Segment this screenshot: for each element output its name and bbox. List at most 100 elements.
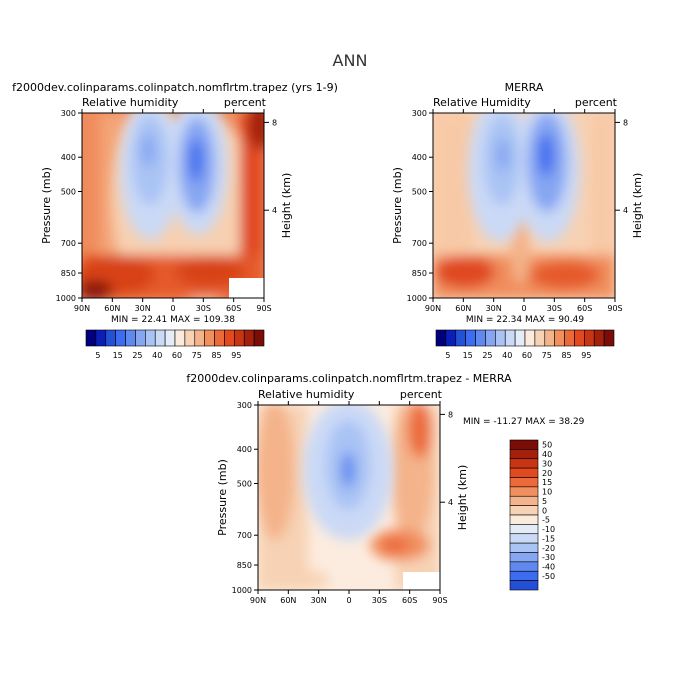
y-tick-label: 300 — [412, 109, 427, 118]
colorbar-swatch — [485, 329, 496, 347]
colorbar-swatch — [509, 580, 539, 591]
colorbar-swatch — [509, 570, 539, 581]
colorbar-swatch — [509, 524, 539, 535]
colorbar-label: 40 — [502, 351, 512, 360]
colorbar-swatch — [95, 329, 107, 347]
colorbar-swatch — [253, 329, 265, 347]
x-tick-label: 30N — [486, 304, 502, 313]
model-right-label: percent — [224, 96, 267, 109]
x-tick-label: 30N — [135, 304, 151, 313]
y-tick-label: 300 — [61, 109, 76, 118]
obs-right-label: percent — [575, 96, 618, 109]
colorbar-swatch — [554, 329, 565, 347]
colorbar-label: -50 — [542, 572, 555, 581]
diff-stats: MIN = -11.27 MAX = 38.29 — [463, 417, 585, 427]
colorbar-swatch — [509, 542, 539, 553]
colorbar-label: 85 — [211, 351, 221, 360]
y-tick-label: 400 — [61, 153, 76, 162]
y-tick-label: 850 — [237, 561, 252, 570]
colorbar-swatch — [509, 486, 539, 497]
colorbar-swatch — [184, 329, 196, 347]
colorbar-label: 5 — [95, 351, 100, 360]
y-tick-label: 850 — [61, 269, 76, 278]
colorbar-swatch — [603, 329, 615, 347]
colorbar-swatch — [174, 329, 186, 347]
y-axis-label: Pressure (mb) — [40, 167, 53, 244]
y-tick-label: 500 — [412, 187, 427, 196]
y2-axis-label: Height (km) — [456, 465, 469, 531]
colorbar-label: -15 — [542, 534, 555, 543]
colorbar-swatch — [224, 329, 235, 347]
colorbar-swatch — [584, 329, 595, 347]
y-tick-label: 400 — [412, 153, 427, 162]
colorbar-label: 5 — [542, 497, 547, 506]
obs-title: MERRA — [505, 81, 544, 94]
x-tick-label: 60N — [280, 596, 296, 605]
x-tick-label: 30N — [311, 596, 327, 605]
y2-tick-label: 8 — [623, 118, 628, 127]
obs-field — [433, 113, 615, 298]
colorbar-label: 60 — [522, 351, 532, 360]
colorbar-swatch — [445, 329, 457, 347]
y2-tick-label: 4 — [272, 206, 277, 215]
y-tick-label: 500 — [237, 479, 252, 488]
colorbar-swatch — [509, 505, 539, 516]
y-tick-label: 850 — [412, 269, 427, 278]
colorbar-swatch — [145, 329, 156, 347]
y2-axis-label: Height (km) — [280, 173, 293, 239]
colorbar-label: 20 — [542, 469, 552, 478]
y-tick-label: 700 — [237, 531, 252, 540]
y2-tick-label: 4 — [623, 206, 628, 215]
x-tick-label: 0 — [346, 596, 351, 605]
colorbar-swatch — [509, 477, 539, 488]
colorbar-label: 40 — [152, 351, 162, 360]
x-tick-label: 30S — [196, 304, 211, 313]
colorbar-swatch — [164, 329, 176, 347]
y-axis-label: Pressure (mb) — [391, 167, 404, 244]
colorbar-swatch — [435, 329, 447, 347]
colorbar-label: 75 — [542, 351, 552, 360]
diff-left-label: Relative humidity — [258, 388, 355, 401]
diff-panel: f2000dev.colinparams.colinpatch.nomflrtm… — [186, 372, 584, 605]
model-field — [82, 113, 264, 298]
y-tick-label: 300 — [237, 401, 252, 410]
x-tick-label: 30S — [547, 304, 562, 313]
x-tick-label: 90S — [607, 304, 622, 313]
colorbar-label: 25 — [482, 351, 492, 360]
y-tick-label: 1000 — [407, 294, 427, 303]
model-left-label: Relative humidity — [82, 96, 179, 109]
x-tick-label: 60S — [402, 596, 417, 605]
x-tick-label: 90N — [74, 304, 90, 313]
colorbar-label: -10 — [542, 525, 555, 534]
colorbar-label: -40 — [542, 563, 555, 572]
colorbar-swatch — [105, 329, 116, 347]
colorbar-swatch — [194, 329, 205, 347]
colorbar-label: -20 — [542, 544, 555, 553]
colorbar-swatch — [125, 329, 136, 347]
colorbar-swatch — [534, 329, 546, 347]
colorbar-swatch — [154, 329, 166, 347]
colorbar-label: -30 — [542, 553, 555, 562]
x-tick-label: 0 — [521, 304, 526, 313]
colorbar-swatch — [234, 329, 245, 347]
colorbar-label: 95 — [231, 351, 241, 360]
x-tick-label: 90S — [432, 596, 447, 605]
colorbar-label: 10 — [542, 488, 552, 497]
colorbar-swatch — [455, 329, 466, 347]
colorbar-label: 75 — [192, 351, 202, 360]
colorbar-swatch — [495, 329, 506, 347]
colorbar-swatch — [243, 329, 255, 347]
colorbar-swatch — [475, 329, 486, 347]
x-tick-label: 90S — [256, 304, 271, 313]
colorbar-label: 30 — [542, 459, 552, 468]
colorbar-swatch — [509, 533, 539, 544]
colorbar-label: 95 — [581, 351, 591, 360]
x-tick-label: 60S — [577, 304, 592, 313]
colorbar-swatch — [135, 329, 146, 347]
y-tick-label: 400 — [237, 445, 252, 454]
colorbar-swatch — [574, 329, 585, 347]
colorbar-label: -5 — [542, 516, 550, 525]
colorbar-label: 50 — [542, 441, 552, 450]
x-tick-label: 90N — [425, 304, 441, 313]
colorbar-swatch — [85, 329, 97, 347]
